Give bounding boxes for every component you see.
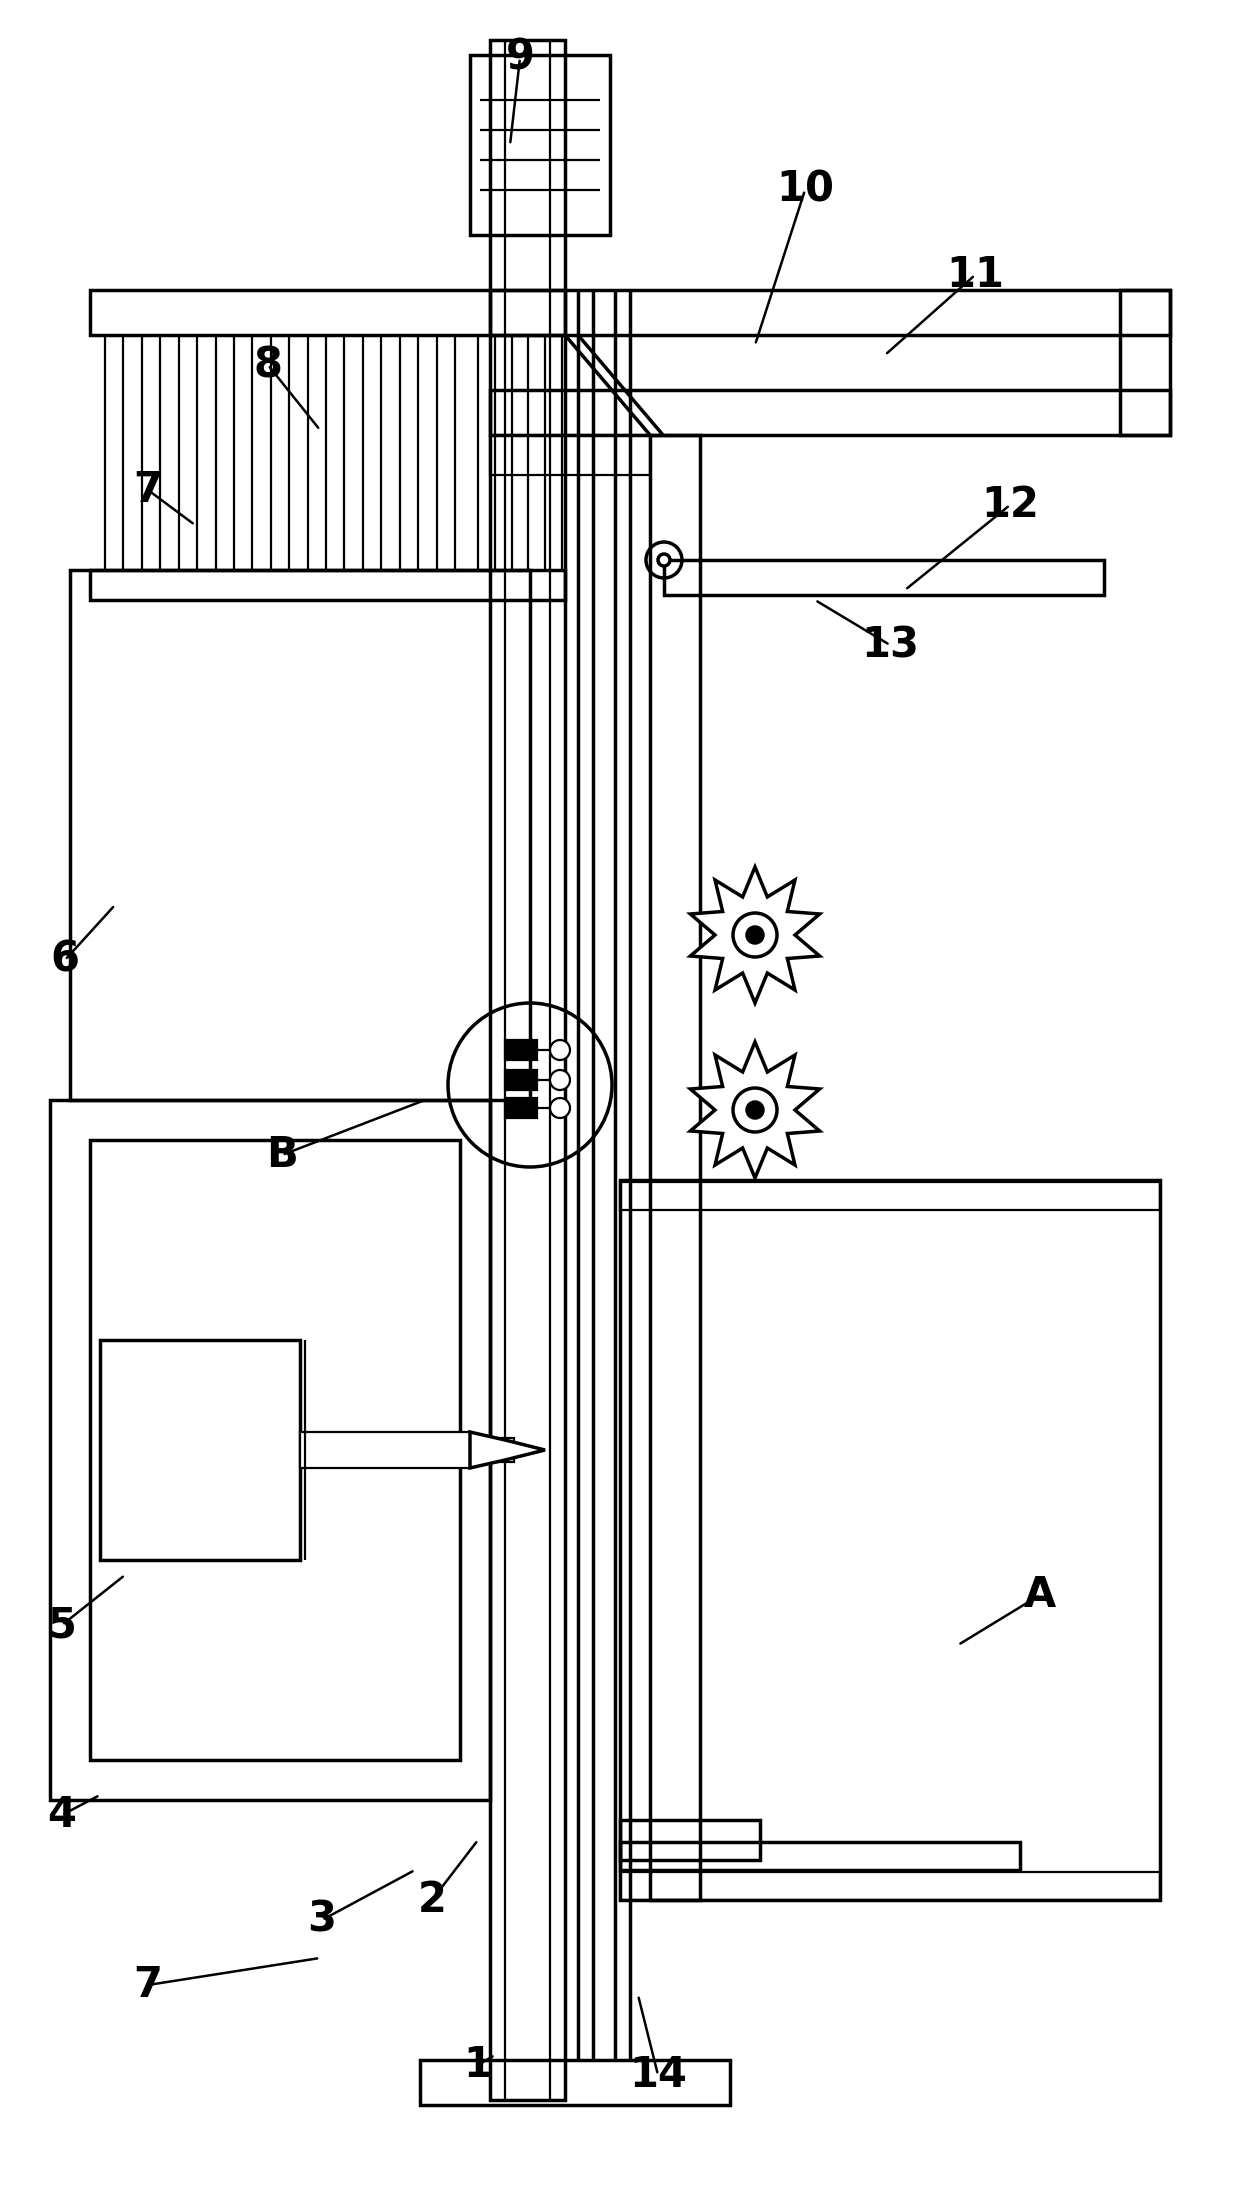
Circle shape [551, 1097, 570, 1117]
Bar [490, 436, 650, 476]
Text: 12: 12 [981, 484, 1039, 526]
Polygon shape [691, 867, 820, 1002]
Polygon shape [691, 1042, 820, 1179]
Circle shape [551, 1071, 570, 1091]
Circle shape [746, 927, 763, 942]
Text: A: A [1024, 1575, 1056, 1617]
Polygon shape [470, 1431, 546, 1469]
Bar [470, 55, 610, 234]
Circle shape [658, 553, 670, 566]
Bar [663, 560, 1104, 595]
Circle shape [733, 1088, 777, 1133]
Bar [620, 1820, 760, 1860]
Circle shape [733, 914, 777, 958]
Bar [50, 1099, 490, 1801]
Text: 11: 11 [946, 254, 1004, 296]
Bar [91, 290, 565, 334]
Text: 1: 1 [464, 2044, 492, 2086]
Text: 10: 10 [776, 168, 835, 210]
Bar [91, 571, 565, 599]
Text: 7: 7 [134, 469, 162, 511]
Text: 13: 13 [861, 624, 919, 666]
Bar [490, 389, 1171, 436]
Bar [492, 1438, 515, 1462]
Bar [420, 2059, 730, 2106]
Text: 5: 5 [47, 1604, 77, 1646]
Text: 2: 2 [418, 1878, 446, 1920]
Bar [650, 436, 701, 1900]
Circle shape [551, 1040, 570, 1060]
Text: 4: 4 [47, 1794, 77, 1836]
Bar [620, 1843, 1021, 1869]
Bar [490, 290, 1171, 334]
Bar [490, 40, 565, 2099]
Bar [100, 1340, 300, 1559]
Text: 6: 6 [51, 940, 79, 980]
Bar [91, 1139, 460, 1761]
Text: 3: 3 [308, 1898, 336, 1940]
Text: 9: 9 [506, 38, 534, 80]
Bar [1120, 290, 1171, 436]
Text: 14: 14 [629, 2055, 687, 2097]
Bar [505, 1071, 537, 1091]
Bar [620, 1871, 1159, 1900]
Circle shape [746, 1102, 763, 1117]
Bar [69, 571, 529, 1099]
Bar [300, 1431, 470, 1469]
Bar [505, 1040, 537, 1060]
Text: 8: 8 [253, 345, 283, 387]
Bar [505, 1097, 537, 1117]
Bar [620, 1181, 1159, 1210]
Text: B: B [267, 1135, 298, 1177]
Bar [620, 1179, 1159, 1900]
Text: 7: 7 [134, 1964, 162, 2006]
